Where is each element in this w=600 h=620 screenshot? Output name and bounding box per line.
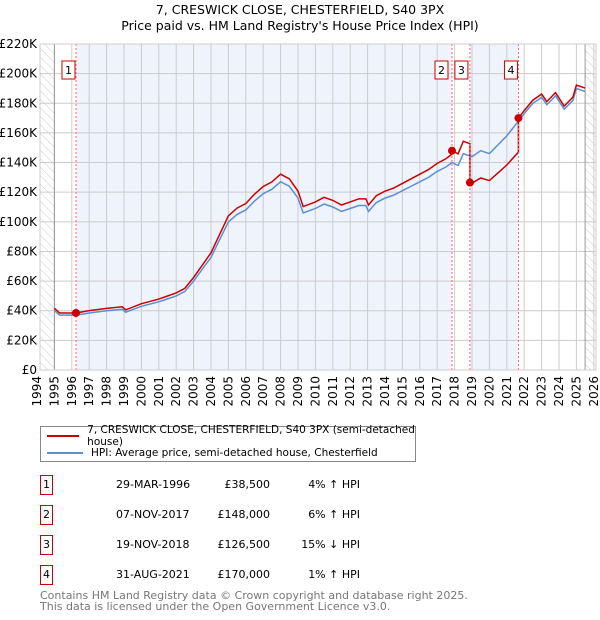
sale-marker-box — [434, 60, 449, 80]
y-tick-label: £140K — [0, 156, 38, 170]
x-tick-label: 2000 — [134, 376, 148, 407]
x-tick-label: 1998 — [100, 376, 114, 407]
sale-marker-box — [454, 60, 469, 80]
y-tick-label: £100K — [0, 215, 38, 229]
sale-marker-box — [61, 60, 76, 80]
sale-price: £126,500 — [217, 538, 271, 551]
chart-title: 7, CRESWICK CLOSE, CHESTERFIELD, S40 3PX — [155, 2, 445, 17]
x-tick-label: 1997 — [82, 376, 96, 407]
sale-point — [447, 146, 456, 155]
sale-date: 19-NOV-2018 — [116, 538, 190, 551]
x-tick-label: 2003 — [187, 376, 201, 407]
sale-point — [514, 114, 523, 123]
sale-row: 1 29-MAR-1996 £38,500 4% ↑ HPI — [40, 475, 440, 497]
sale-price: £170,000 — [217, 568, 271, 581]
sale-marker-label: 3 — [458, 64, 465, 77]
sale-marker: 4 — [40, 565, 53, 585]
y-tick-label: £160K — [0, 126, 38, 140]
x-tick-label: 2004 — [204, 376, 218, 407]
y-tick-label: £0 — [22, 363, 37, 377]
y-tick-label: £60K — [6, 274, 38, 288]
plot-border — [39, 43, 597, 371]
x-tick-label: 2011 — [326, 376, 340, 407]
y-tick-label: £220K — [0, 37, 38, 51]
x-tick-label: 2020 — [482, 376, 496, 407]
sale-point — [465, 178, 474, 187]
sale-row: 3 19-NOV-2018 £126,500 15% ↓ HPI — [40, 535, 440, 557]
x-tick-label: 2009 — [291, 376, 305, 407]
sale-date: 07-NOV-2017 — [116, 508, 190, 521]
sale-marker-box — [503, 60, 518, 80]
property-line — [53, 84, 586, 314]
sale-hpi-diff: 15% ↓ HPI — [301, 538, 360, 551]
y-tick-label: £120K — [0, 185, 38, 199]
footer-copyright: Contains HM Land Registry data © Crown c… — [40, 589, 468, 602]
sale-price: £38,500 — [224, 478, 271, 491]
sale-point — [71, 308, 80, 317]
legend-hpi: HPI: Average price, semi-detached house,… — [91, 447, 378, 459]
legend: 7, CRESWICK CLOSE, CHESTERFIELD, S40 3PX… — [40, 424, 416, 462]
y-tick-label: £80K — [6, 244, 38, 258]
sale-row: 4 31-AUG-2021 £170,000 1% ↑ HPI — [40, 565, 440, 587]
legend-property: 7, CRESWICK CLOSE, CHESTERFIELD, S40 3PX… — [87, 424, 415, 448]
legend-hpi-swatch — [47, 452, 83, 454]
y-tick-label: £40K — [6, 304, 38, 318]
x-tick-label: 2025 — [569, 376, 583, 407]
x-tick-label: 2021 — [500, 376, 514, 407]
y-tick-label: £20K — [6, 333, 38, 347]
hpi-line — [53, 87, 586, 316]
x-tick-label: 2007 — [256, 376, 270, 407]
sale-hpi-diff: 4% ↑ HPI — [308, 478, 360, 491]
sale-hpi-diff: 1% ↑ HPI — [308, 568, 360, 581]
footer: Contains HM Land Registry data © Crown c… — [40, 590, 468, 612]
x-tick-label: 2026 — [587, 376, 600, 407]
x-tick-label: 2010 — [308, 376, 322, 407]
x-tick-label: 2019 — [465, 376, 479, 407]
x-tick-label: 2008 — [274, 376, 288, 407]
sale-marker-label: 1 — [65, 64, 72, 77]
footer-licence: This data is licensed under the Open Gov… — [40, 600, 391, 613]
shade-region — [75, 44, 452, 370]
sale-marker: 2 — [40, 505, 53, 525]
x-tick-label: 2016 — [413, 376, 427, 407]
x-tick-label: 2024 — [552, 376, 566, 407]
x-tick-label: 1994 — [30, 376, 44, 407]
x-tick-label: 2023 — [535, 376, 549, 407]
sale-marker-label: 4 — [507, 64, 514, 77]
price-chart: £0 £20K £40K £60K £80K £100K £120K £140K £160K £1… — [0, 37, 600, 407]
sale-marker: 1 — [40, 475, 53, 495]
sale-hpi-diff: 6% ↑ HPI — [308, 508, 360, 521]
sale-price: £148,000 — [217, 508, 271, 521]
x-tick-label: 2014 — [378, 376, 392, 407]
sale-row: 2 07-NOV-2017 £148,000 6% ↑ HPI — [40, 505, 440, 527]
x-tick-label: 2022 — [517, 376, 531, 407]
shade-region — [469, 44, 519, 370]
sale-marker: 3 — [40, 535, 53, 555]
legend-property-swatch — [47, 435, 80, 437]
hatch-before — [40, 44, 55, 370]
hatch-after — [585, 44, 596, 370]
x-tick-label: 2018 — [448, 376, 462, 407]
y-tick-label: £180K — [0, 96, 38, 110]
sale-marker-label: 2 — [438, 64, 445, 77]
x-tick-label: 1999 — [117, 376, 131, 407]
x-tick-label: 2006 — [239, 376, 253, 407]
y-tick-label: £200K — [0, 67, 38, 81]
x-tick-label: 1996 — [65, 376, 79, 407]
sale-date: 31-AUG-2021 — [116, 568, 190, 581]
x-tick-label: 2002 — [169, 376, 183, 407]
x-tick-label: 2015 — [395, 376, 409, 407]
chart-subtitle: Price paid vs. HM Land Registry's House … — [121, 18, 479, 33]
x-tick-label: 2017 — [430, 376, 444, 407]
sale-date: 29-MAR-1996 — [116, 478, 191, 491]
x-tick-label: 2001 — [152, 376, 166, 407]
x-tick-label: 2013 — [361, 376, 375, 407]
x-tick-label: 2012 — [343, 376, 357, 407]
x-tick-label: 2005 — [221, 376, 235, 407]
x-tick-label: 1995 — [47, 376, 61, 407]
